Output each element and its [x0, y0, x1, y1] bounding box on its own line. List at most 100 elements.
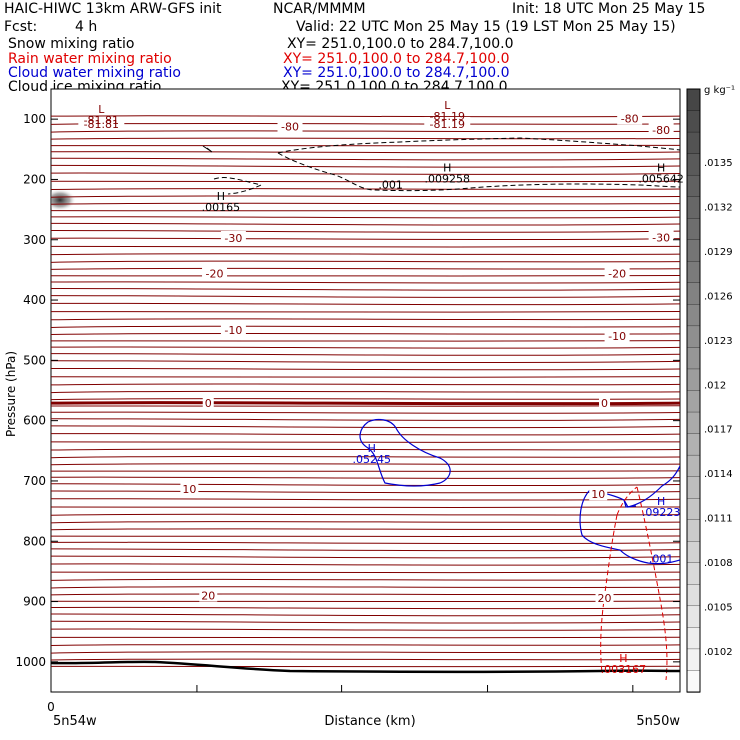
- field-name-cloud-water: Cloud water mixing ratio: [8, 65, 181, 81]
- isotherm-line: [51, 555, 680, 559]
- colorbar-swatch: [686, 304, 701, 327]
- isotherm-line: [51, 267, 680, 270]
- isotherm-line: [51, 463, 680, 466]
- colorbar-swatch: [686, 648, 701, 672]
- y-tick-label: 800: [23, 534, 46, 548]
- isotherm-line: [51, 202, 680, 205]
- isotherm-line: [51, 506, 680, 509]
- y-tick-label: 100: [23, 112, 46, 126]
- colorbar-label: .0135: [704, 158, 733, 169]
- extremum-value: .00165: [202, 201, 241, 214]
- isotherm-label: 10: [182, 483, 196, 496]
- isotherm-line: [51, 195, 680, 198]
- isotherm-zero: [51, 401, 680, 406]
- label-bg: [202, 266, 228, 280]
- colorbar-swatch: [686, 261, 701, 284]
- label-bg: [595, 590, 614, 604]
- y-tick-label: 500: [23, 353, 46, 367]
- label-bg: [424, 116, 471, 130]
- label-bg: [202, 396, 214, 410]
- isotherm-line: [51, 606, 680, 610]
- colorbar-swatch: [686, 88, 701, 112]
- isotherm-line: [51, 620, 680, 624]
- label-bg: [648, 230, 674, 244]
- label-bg: [220, 323, 246, 337]
- isotherm-label: 10: [591, 488, 605, 501]
- colorbar-swatch: [686, 476, 701, 499]
- extremum-value: .009258: [425, 173, 471, 186]
- org-label: NCAR/MMMM: [273, 1, 366, 17]
- colorbar-label: .0126: [704, 291, 733, 302]
- fcst-label: Fcst:: [4, 19, 38, 35]
- isotherm-line: [51, 383, 680, 386]
- isotherm-label: -10: [608, 330, 626, 343]
- rain-contour: [600, 514, 618, 673]
- colorbar-swatch: [686, 605, 701, 629]
- y-tick-label: 700: [23, 474, 46, 488]
- ice-contour: [277, 152, 680, 192]
- extremum-value: -81.19: [430, 110, 465, 123]
- isotherm-line: [51, 360, 680, 363]
- extremum-marker: L: [444, 99, 451, 112]
- x-right-label: 5n50w: [636, 714, 680, 729]
- field-xy-snow: XY= 251.0,100.0 to 284.7,100.0: [287, 36, 514, 52]
- label-bg: [648, 123, 674, 137]
- label-bg: [277, 119, 303, 133]
- isotherm-line: [51, 448, 680, 451]
- model-title: HAIC-HIWC 13km ARW-GFS init: [4, 1, 222, 17]
- colorbar-label: .0129: [704, 247, 733, 258]
- isotherm-line: [51, 287, 680, 291]
- colorbar-swatch: [686, 110, 701, 133]
- isotherm-line: [51, 418, 680, 421]
- colorbar-swatch: [686, 390, 701, 413]
- y-tick-label: 900: [23, 595, 46, 609]
- isotherm-label: 20: [201, 590, 215, 603]
- isotherm-line: [51, 237, 680, 241]
- isotherm-line: [51, 245, 680, 248]
- isotherm-line: [51, 302, 680, 306]
- init-time: Init: 18 UTC Mon 25 May 15: [512, 1, 706, 17]
- colorbar-label: .0105: [704, 603, 733, 614]
- isotherm-line: [51, 295, 680, 298]
- isotherm-line: [51, 563, 680, 566]
- isotherm-line: [51, 541, 680, 545]
- snow-shading: [51, 189, 76, 211]
- extremum-marker: H: [217, 190, 225, 203]
- isotherm-line: [51, 172, 680, 175]
- colorbar-swatch: [686, 627, 701, 650]
- extremum-marker: H: [619, 652, 627, 665]
- isotherm-label: -30: [224, 232, 242, 245]
- extremum-marker: H: [443, 162, 451, 175]
- extrema-labels: L-81.81L-81.19H.00165H.009258H.005642H.0…: [84, 99, 684, 676]
- isotherm-label: -20: [206, 268, 224, 281]
- isotherm-label: -80: [652, 124, 670, 137]
- colorbar-swatch: [686, 519, 701, 542]
- colorbar-label: .0132: [704, 202, 733, 213]
- isotherm-line: [51, 613, 680, 617]
- colorbar-label: .0108: [704, 558, 733, 569]
- colorbar-swatch: [686, 196, 701, 219]
- cloud-water-contour: [359, 418, 451, 487]
- isotherm-line: [51, 318, 680, 321]
- extremum-marker: H: [368, 442, 376, 455]
- label-bg: [604, 266, 630, 280]
- extremum-value: -81.81: [84, 114, 119, 127]
- isotherm-line: [51, 157, 680, 161]
- isotherm-line: [51, 216, 680, 219]
- isotherm-line: [51, 586, 680, 589]
- label-bg: [180, 481, 199, 495]
- colorbar-swatch: [686, 131, 701, 155]
- colorbar: .0135 .0132 .0129 .0126 .0123 .012 .0117 .0114.…: [686, 88, 733, 693]
- ice-contour: [213, 177, 263, 195]
- isotherm-line: [51, 571, 680, 574]
- isotherm-line: [51, 411, 680, 414]
- colorbar-swatch: [686, 368, 701, 392]
- isotherm-line: [51, 137, 680, 140]
- isotherm-label: -80: [621, 113, 639, 126]
- isotherm-line: [51, 548, 680, 552]
- extremum-value: .005642: [638, 173, 684, 186]
- temperature-contours: [51, 115, 680, 668]
- isotherm-line: [51, 643, 680, 646]
- colorbar-swatch: [686, 433, 701, 456]
